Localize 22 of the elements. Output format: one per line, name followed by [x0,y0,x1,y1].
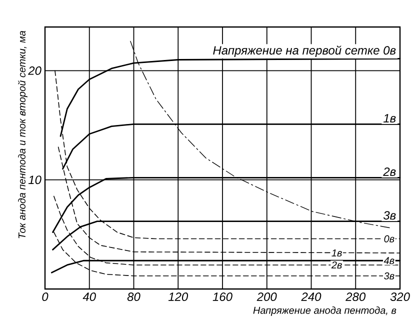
series-label: 4в [384,257,394,264]
x-tick-label: 40 [82,292,96,302]
series-label: Напряжение на первой сетке 0в [213,46,396,57]
x-tick-label: 320 [390,292,410,302]
x-tick-label: 80 [127,292,140,302]
y-tick-label: 10 [28,176,42,184]
series-label: 1в [383,114,396,122]
x-axis-title: Напряжение анода пентода, в [253,306,396,316]
x-tick-label: 240 [301,292,322,302]
x-tick-label: 200 [256,292,277,302]
series-label: 2в [383,167,396,176]
y-axis-title: Ток анода пентода и ток второй сетки, ма [18,30,28,238]
series-label: 3в [384,272,394,280]
y-tick-label: 20 [28,66,42,75]
series-label: 1в [332,249,342,256]
series-label: 3в [383,211,396,220]
series-label: 0в [384,235,394,242]
x-tick-label: 160 [212,292,232,302]
x-tick-label: 0 [42,292,48,302]
series-label: 2в [331,261,342,269]
x-tick-label: 280 [346,292,366,302]
x-tick-label: 120 [168,292,188,302]
